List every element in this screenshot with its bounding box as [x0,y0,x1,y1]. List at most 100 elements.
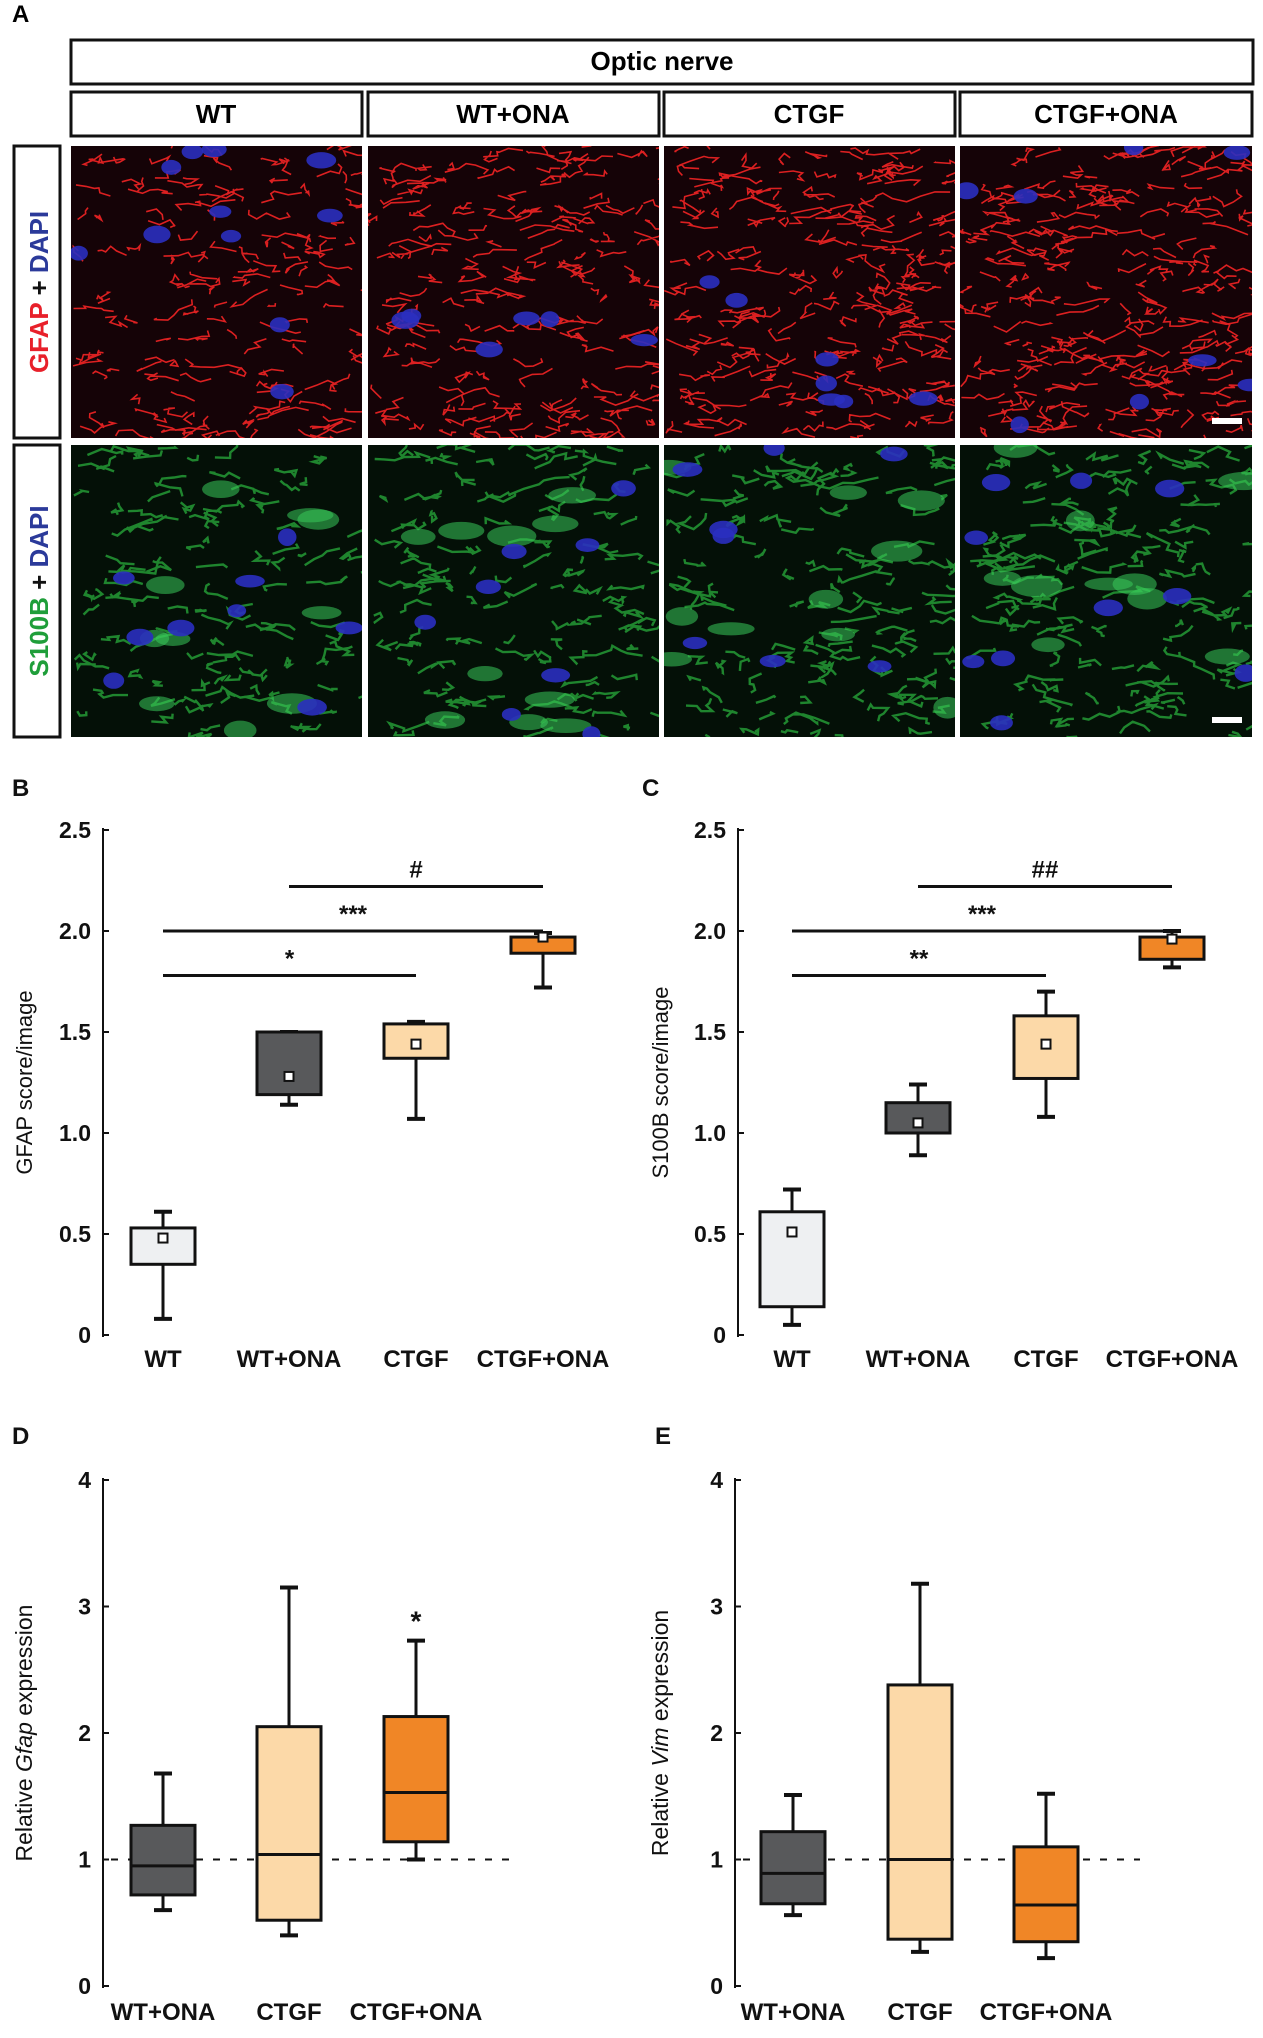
dapi-nucleus [220,229,242,243]
column-header-box-wt-ona [366,90,661,138]
glial-cell-body [829,485,867,500]
row-label-s100b-counterstain: DAPI [24,505,54,567]
x-category-label: WT+ONA [741,1999,846,2026]
dapi-nucleus [575,538,600,552]
fiber-staining [960,146,1252,438]
dapi-nucleus [981,473,1011,492]
x-category-label: CTGF+ONA [477,1346,610,1373]
dapi-nucleus [1162,588,1192,605]
dapi-nucleus [630,334,658,347]
box-ctgf [886,1581,954,1954]
glial-cell-body [146,576,185,595]
y-axis-label: GFAP score/image [12,990,37,1174]
dapi-nucleus [1237,378,1252,392]
significance-label: ## [1032,857,1059,884]
glial-cell-body [202,480,240,499]
y-tick-label: 1 [78,1847,91,1873]
dapi-nucleus [270,383,294,400]
box-wt-ona [759,1792,827,1918]
row-label-s100b-plus: + [24,567,54,597]
glial-cell-body [897,490,945,511]
dapi-nucleus [541,668,571,683]
y-tick-label: 3 [710,1594,723,1620]
y-tick-label: 2 [710,1720,723,1746]
panel-letter: B [12,775,29,802]
dapi-nucleus [880,446,908,462]
dapi-nucleus [513,311,540,326]
dapi-nucleus [699,275,720,289]
optic-nerve-label: Optic nerve [590,46,733,76]
panel-letter: D [12,1423,29,1450]
dapi-nucleus [763,445,785,456]
box-ctgf [255,1585,323,1938]
dapi-nucleus [501,543,527,560]
dapi-nucleus [235,574,265,588]
dapi-nucleus [297,698,327,716]
glial-cell-body [301,606,342,620]
glial-cell-body [532,515,579,533]
significance-label: # [409,857,422,884]
dapi-nucleus [582,726,601,737]
chart-d-gfap-expression: D 0 1 2 3 4 Relative Gfap expression WT+ONA CTGF… [11,1423,512,2026]
mean-marker [1166,933,1178,945]
dapi-nucleus [1234,664,1252,682]
micrograph-gfap-wt [71,146,362,438]
box-iqr [1012,1845,1080,1944]
glial-cell-body [1011,575,1063,598]
micrograph-s100b-ctgf-ona [960,445,1252,737]
row-label-gfap-stain: GFAP [24,303,54,373]
micrograph-grid [71,146,1252,737]
y-axis-label-prefix: Relative [11,1772,37,1861]
micrograph-s100b-wt [71,445,362,737]
scale-bar [1212,418,1242,424]
glial-cell-body [540,718,592,734]
box-ctgf-ona [1012,1791,1080,1961]
dapi-nucleus [201,146,227,158]
micrograph-gfap-ctgf-ona [960,146,1252,438]
y-axis-label: Relative Vim expression [647,1610,673,1856]
y-tick-label: 2.0 [694,918,726,944]
micrograph-background [960,445,1252,737]
glial-cell-body [871,540,923,562]
y-axis-label: S100B score/image [648,987,673,1179]
micrograph-content [664,146,955,438]
dapi-nucleus [181,146,204,160]
glial-cell-body [400,528,436,545]
glial-cell-body [808,589,844,609]
box-wt-ona [129,1771,197,1913]
box-ctgf-ona [382,1638,450,1862]
box-wt [129,1209,197,1321]
significance-label: * [285,945,295,972]
y-tick-label: 1.0 [694,1120,726,1146]
dapi-nucleus [1188,354,1217,367]
panel-letter: E [655,1423,671,1450]
micrograph-content [71,146,362,438]
chart-e-vim-expression: E 0 1 2 3 4 Relative Vim expression WT+ONA CTGF C… [647,1423,1140,2026]
y-tick-label: 2 [78,1720,91,1746]
glial-cell-body [665,607,699,626]
x-category-label: WT [773,1346,811,1373]
dapi-nucleus [269,317,290,333]
box-wt-ona [884,1082,952,1158]
dapi-nucleus [682,636,708,650]
x-category-label: WT+ONA [866,1346,971,1373]
column-header-box-wt [69,90,364,138]
column-header-ctgf-ona: CTGF+ONA [1034,99,1178,129]
mean-marker [1040,1038,1052,1050]
y-tick-label: 0 [78,1322,91,1348]
glial-cell-body [424,711,466,729]
dapi-nucleus [1070,472,1093,489]
box-iqr [255,1030,323,1097]
box-iqr [382,1715,450,1844]
row-label-box-s100b [12,443,62,739]
glial-cell-body [438,521,485,540]
dapi-nucleus [306,152,337,169]
micrograph-content [962,445,1252,737]
dapi-nucleus [209,205,232,218]
glial-cell-body [548,487,596,504]
dapi-nucleus [335,621,362,635]
y-tick-label: 2.0 [59,918,91,944]
x-category-label: CTGF+ONA [1106,1346,1239,1373]
dapi-nucleus [672,462,703,477]
